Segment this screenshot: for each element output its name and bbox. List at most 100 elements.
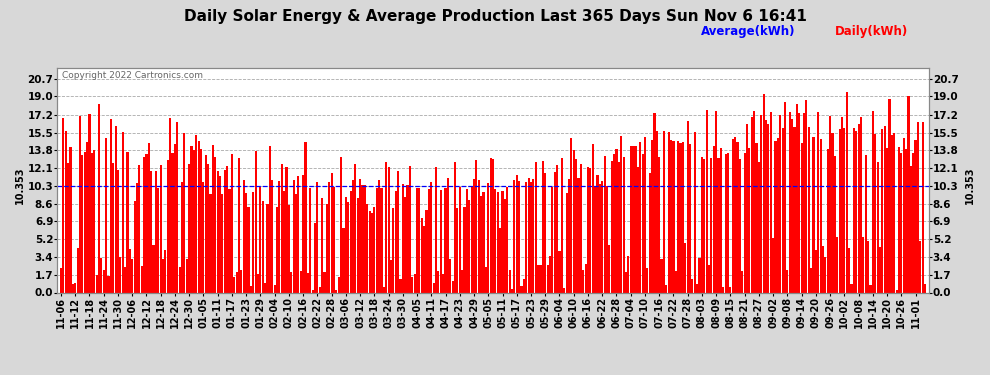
Bar [855,131,857,292]
Bar [499,228,501,292]
Bar [395,191,397,292]
Bar [815,250,817,292]
Bar [908,96,910,292]
Bar [159,165,161,292]
Bar [174,144,176,292]
Bar [428,189,430,292]
Bar [734,137,737,292]
Bar [316,182,319,292]
Bar [295,194,297,292]
Bar [150,171,152,292]
Bar [893,134,895,292]
Bar [164,250,166,292]
Bar [86,142,88,292]
Bar [687,121,689,292]
Text: Copyright 2022 Cartronics.com: Copyright 2022 Cartronics.com [62,71,203,80]
Bar [750,117,752,292]
Bar [64,131,66,292]
Bar [701,158,703,292]
Bar [112,163,114,292]
Bar [340,158,343,292]
Bar [345,197,346,292]
Bar [276,207,278,292]
Bar [363,185,366,292]
Bar [222,194,224,292]
Bar [224,170,226,292]
Bar [269,146,271,292]
Bar [786,270,788,292]
Bar [584,264,587,292]
Bar [463,207,465,292]
Bar [127,152,129,292]
Bar [820,139,822,292]
Bar [349,190,351,292]
Bar [473,179,475,292]
Bar [745,124,748,292]
Bar [136,183,138,292]
Bar [67,164,69,292]
Bar [79,116,81,292]
Bar [679,143,682,292]
Bar [307,273,309,292]
Bar [443,274,445,292]
Bar [492,159,494,292]
Bar [791,119,793,292]
Bar [146,154,148,292]
Bar [60,268,62,292]
Bar [254,150,256,292]
Bar [653,113,655,292]
Bar [117,170,119,292]
Bar [482,192,484,292]
Bar [658,157,660,292]
Bar [416,188,418,292]
Bar [219,176,221,292]
Bar [568,179,570,292]
Bar [708,266,710,292]
Bar [356,198,358,292]
Bar [596,175,599,292]
Bar [229,189,231,292]
Bar [864,155,867,292]
Bar [553,172,555,292]
Bar [433,284,435,292]
Bar [872,111,874,292]
Bar [556,165,558,292]
Bar [509,270,511,292]
Bar [623,157,625,292]
Bar [214,157,217,292]
Bar [302,176,304,292]
Bar [297,176,299,292]
Bar [217,171,219,292]
Bar [319,287,321,292]
Bar [640,141,642,292]
Bar [195,135,197,292]
Bar [152,245,154,292]
Bar [419,188,421,292]
Bar [169,118,171,292]
Bar [423,226,426,292]
Bar [862,237,864,292]
Bar [278,181,280,292]
Bar [829,116,832,292]
Bar [288,205,290,292]
Bar [922,122,924,292]
Bar [589,168,591,292]
Bar [781,128,784,292]
Bar [542,161,544,292]
Bar [445,188,446,292]
Text: Daily(kWh): Daily(kWh) [835,24,908,38]
Bar [630,146,632,292]
Bar [336,290,338,292]
Bar [449,259,451,292]
Bar [259,186,261,292]
Bar [107,276,110,292]
Bar [915,140,917,292]
Bar [124,267,126,292]
Bar [506,187,508,292]
Bar [497,192,499,292]
Bar [361,184,363,292]
Bar [375,188,378,292]
Bar [176,122,178,292]
Bar [762,94,764,292]
Bar [655,130,658,292]
